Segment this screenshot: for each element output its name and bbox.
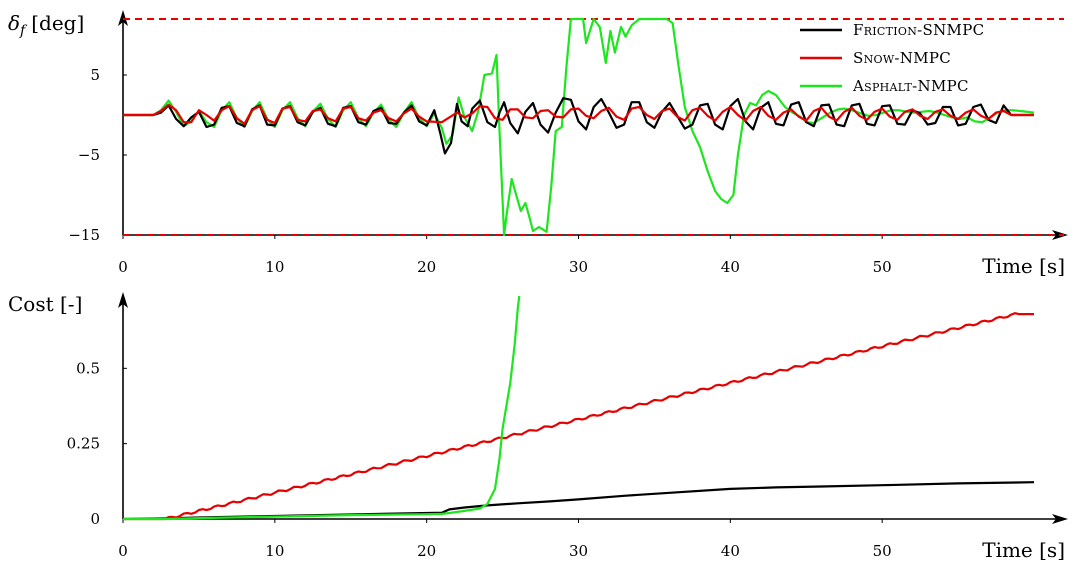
x-tick-label: 40 bbox=[721, 542, 740, 560]
x-tick-label: 50 bbox=[873, 542, 892, 560]
legend-label-asphalt-nmpc: Asphalt-NMPC bbox=[852, 77, 969, 95]
x-tick-label: 30 bbox=[569, 542, 588, 560]
x-tick-label: 20 bbox=[417, 258, 436, 276]
y-axis-label-unit: [deg] bbox=[31, 11, 84, 35]
cost-chart: 0 10 20 30 40 50 0.5 0.25 0 Time [s] Cost [-] bbox=[8, 292, 1068, 562]
x-tick-label: 40 bbox=[721, 258, 740, 276]
steering-angle-chart: 0 10 20 30 40 50 5 −5 −15 Time [s] δf [deg] Friction… bbox=[8, 10, 1068, 278]
x-tick-label: 10 bbox=[265, 258, 284, 276]
series-line-friction-snmpc bbox=[122, 481, 1035, 521]
y-tick-label: 0.5 bbox=[76, 359, 100, 377]
x-axis-arrow bbox=[1052, 514, 1068, 524]
x-tick-label: 0 bbox=[118, 258, 128, 276]
x-tick-label: 30 bbox=[569, 258, 588, 276]
x-tick-label: 10 bbox=[265, 542, 284, 560]
legend-label-friction-snmpc: Friction-SNMPC bbox=[853, 21, 984, 39]
y-tick-label: 5 bbox=[90, 66, 100, 84]
legend: Friction-SNMPC Snow-NMPC Asphalt-NMPC bbox=[800, 21, 984, 95]
y-axis-label: Cost [-] bbox=[8, 292, 82, 316]
y-tick-label: −5 bbox=[78, 146, 100, 164]
x-axis-label: Time [s] bbox=[982, 538, 1065, 562]
y-tick-label: 0.25 bbox=[67, 435, 100, 453]
legend-label-snow-nmpc: Snow-NMPC bbox=[853, 49, 951, 67]
x-tick-label: 20 bbox=[417, 542, 436, 560]
y-tick-label: −15 bbox=[68, 226, 100, 244]
x-axis-label: Time [s] bbox=[982, 254, 1065, 278]
series-line-snow-nmpc bbox=[123, 312, 1034, 521]
x-tick-label: 50 bbox=[873, 258, 892, 276]
x-tick-label: 0 bbox=[118, 542, 128, 560]
y-axis-label: δf [deg] bbox=[8, 11, 84, 39]
series-line-asphalt-nmpc bbox=[123, 295, 521, 521]
y-tick-label: 0 bbox=[90, 510, 100, 528]
y-axis-label-subscript: f bbox=[19, 23, 28, 39]
series-line-snow-nmpc bbox=[123, 103, 1034, 125]
y-axis-arrow bbox=[118, 292, 128, 308]
y-axis-label-symbol: δ bbox=[8, 11, 20, 35]
